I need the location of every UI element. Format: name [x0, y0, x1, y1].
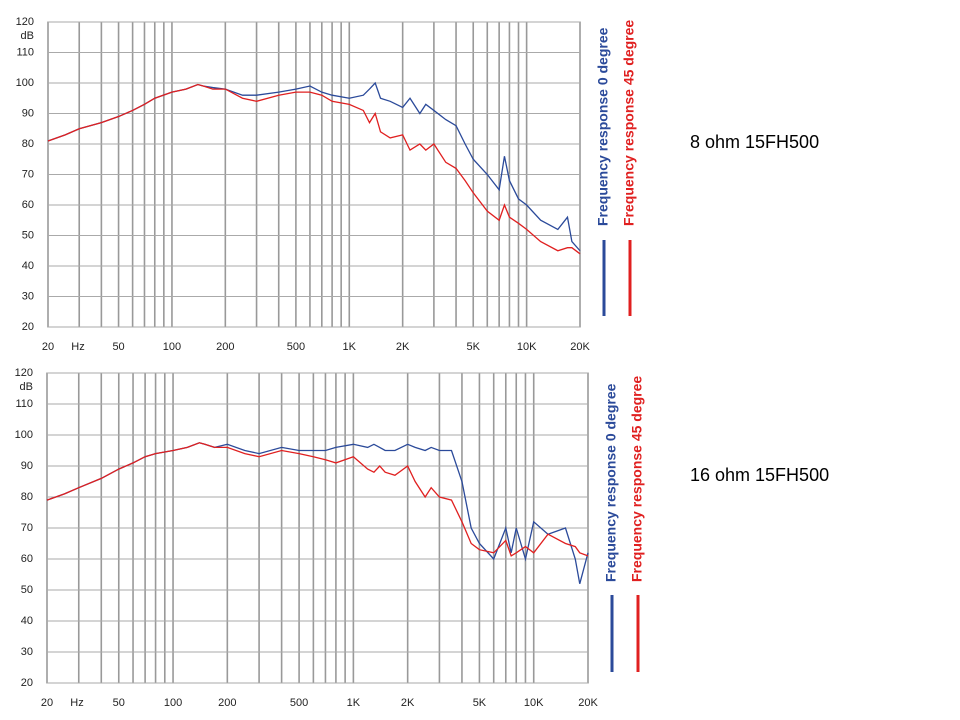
y-tick-label: 100	[16, 77, 34, 89]
legend-label: Frequency response 45 degree	[621, 20, 637, 226]
x-tick-label: 2K	[396, 341, 410, 353]
y-tick-label: 80	[22, 138, 34, 150]
x-tick-label: 20	[41, 697, 53, 709]
x-tick-label: 500	[290, 697, 308, 709]
y-tick-label: 100	[15, 429, 33, 441]
series-line	[47, 83, 581, 255]
y-tick-label: 80	[21, 491, 33, 503]
chart-annotation: 16 ohm 15FH500	[690, 465, 829, 485]
x-axis-label: Hz	[71, 341, 84, 353]
series-line	[46, 442, 589, 557]
y-tick-label: 40	[22, 260, 34, 272]
x-tick-label: 20K	[570, 341, 590, 353]
y-axis-label: dB	[21, 30, 34, 42]
legend-label: Frequency response 0 degree	[603, 383, 619, 582]
y-tick-label: 30	[21, 646, 33, 658]
x-tick-label: 200	[216, 341, 234, 353]
y-tick-label: 50	[21, 584, 33, 596]
x-tick-label: 500	[287, 341, 305, 353]
x-tick-label: 5K	[467, 341, 481, 353]
y-tick-label: 110	[15, 398, 33, 410]
y-tick-label: 60	[21, 553, 33, 565]
x-tick-label: 2K	[401, 697, 415, 709]
y-tick-label: 110	[16, 46, 34, 58]
chart-annotation: 8 ohm 15FH500	[690, 132, 819, 152]
legend-label: Frequency response 0 degree	[595, 27, 611, 226]
x-tick-label: 100	[164, 697, 182, 709]
x-tick-label: 10K	[517, 341, 537, 353]
legend-label: Frequency response 45 degree	[629, 376, 645, 582]
x-tick-label: 50	[112, 341, 124, 353]
x-tick-label: 100	[163, 341, 181, 353]
x-tick-label: 20K	[578, 697, 598, 709]
y-tick-label: 50	[22, 229, 34, 241]
y-tick-label: 90	[21, 460, 33, 472]
x-tick-label: 5K	[473, 697, 487, 709]
x-tick-label: 1K	[347, 697, 361, 709]
y-tick-label: 120	[15, 367, 33, 379]
x-tick-label: 200	[218, 697, 236, 709]
x-tick-label: 1K	[343, 341, 357, 353]
x-tick-label: 10K	[524, 697, 544, 709]
y-tick-label: 70	[22, 168, 34, 180]
y-tick-label: 30	[22, 290, 34, 302]
y-tick-label: 60	[22, 199, 34, 211]
y-tick-label: 40	[21, 615, 33, 627]
y-tick-label: 90	[22, 107, 34, 119]
x-axis-label: Hz	[70, 697, 83, 709]
y-tick-label: 120	[16, 16, 34, 28]
y-tick-label: 20	[22, 321, 34, 333]
y-tick-label: 70	[21, 522, 33, 534]
x-tick-label: 20	[42, 341, 54, 353]
x-tick-label: 50	[113, 697, 125, 709]
y-axis-label: dB	[20, 381, 33, 393]
y-tick-label: 20	[21, 677, 33, 689]
